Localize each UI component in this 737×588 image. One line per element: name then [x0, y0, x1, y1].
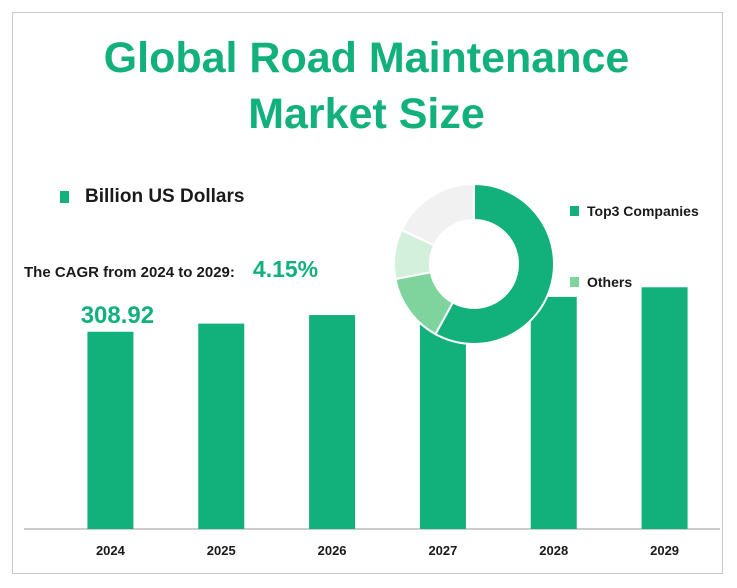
- cagr-label: The CAGR from 2024 to 2029:: [24, 264, 235, 281]
- bar-2025: [198, 323, 245, 529]
- bar-2024: [87, 331, 134, 529]
- title-line-2: Market Size: [248, 90, 485, 138]
- donut-legend-top3: Top3 Companies: [570, 203, 699, 219]
- cagr-value: 4.15%: [252, 256, 319, 282]
- donut-slice-0: [434, 182, 555, 345]
- data-label-2024: 308.92: [81, 302, 154, 329]
- donut-legend-top3-swatch: [570, 206, 579, 216]
- x-tick-label-2025: 2025: [207, 543, 236, 558]
- x-tick-label-2027: 2027: [428, 543, 457, 558]
- x-tick-label-2024: 2024: [96, 543, 126, 558]
- donut-legend-others-label: Others: [587, 274, 633, 290]
- unit-legend-swatch: [60, 191, 69, 203]
- donut-legend-top3-label: Top3 Companies: [587, 203, 699, 219]
- x-tick-label-2028: 2028: [539, 543, 568, 558]
- cagr-block: The CAGR from 2024 to 2029: 4.15%: [24, 256, 318, 283]
- bar-2026: [309, 315, 356, 529]
- x-tick-label-2026: 2026: [318, 543, 347, 558]
- x-tick-label-2029: 2029: [650, 543, 679, 558]
- bar-2029: [641, 287, 688, 529]
- chart-title: Global Road Maintenance Market Size: [12, 30, 721, 142]
- title-line-1: Global Road Maintenance: [103, 34, 630, 82]
- unit-legend: Billion US Dollars: [60, 186, 244, 208]
- donut-legend-others-swatch: [570, 277, 579, 287]
- bar-2028: [530, 296, 577, 529]
- unit-legend-label: Billion US Dollars: [85, 186, 245, 207]
- donut-slice-3: [400, 182, 475, 247]
- donut-legend-others: Others: [570, 274, 632, 290]
